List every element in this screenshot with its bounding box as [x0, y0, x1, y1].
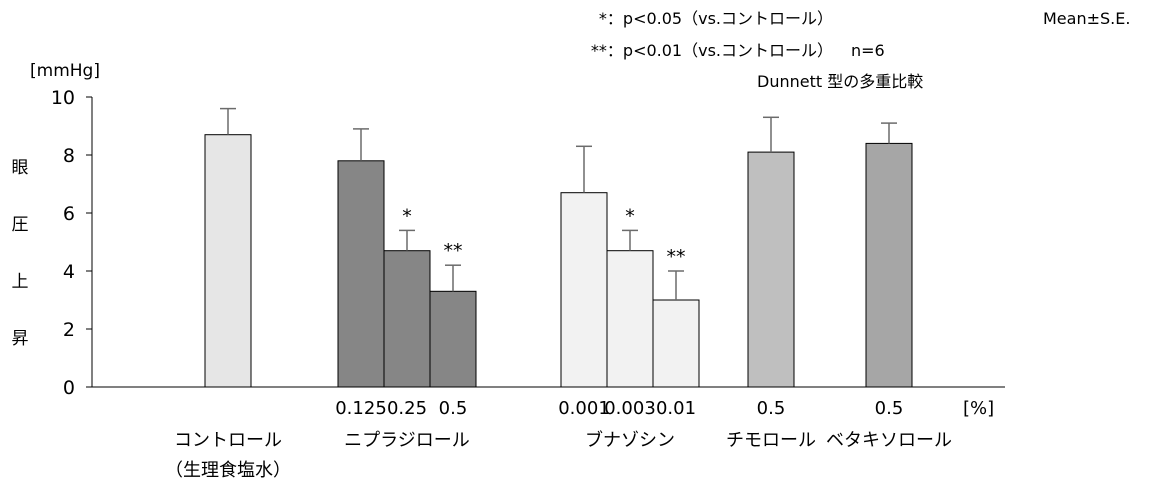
y-tick-label: 4	[63, 261, 75, 283]
sample-size-note: n=6	[851, 41, 885, 60]
y-axis-unit: [mmHg]	[30, 61, 100, 81]
category-label: チモロール	[726, 430, 816, 451]
concentration-label: 0.5	[757, 398, 786, 419]
concentration-label: 0.125	[335, 398, 387, 419]
bar	[606, 250, 654, 388]
concentration-label: 0.5	[439, 398, 468, 419]
legend-notes: *：p<0.05（vs.コントロール） Mean±S.E. **：p<0.01（…	[591, 9, 1131, 91]
y-axis-label-char: 昇	[12, 329, 29, 349]
bar	[560, 192, 608, 388]
bar	[747, 151, 795, 388]
category-label: ブナゾシン	[585, 429, 675, 451]
bar	[204, 134, 252, 388]
y-axis-label-char: 眼	[12, 158, 29, 178]
significance-mark: **	[667, 246, 686, 268]
concentration-label: 0.5	[875, 398, 904, 419]
bar	[652, 299, 700, 388]
y-tick-label: 8	[63, 145, 75, 167]
y-tick-label: 2	[63, 319, 75, 341]
y-axis-label-char: 上	[12, 272, 29, 292]
significance-mark: *	[625, 205, 635, 227]
significance-mark: **	[444, 240, 463, 262]
concentration-label: 0.001	[558, 398, 610, 419]
bar	[865, 142, 913, 388]
category-label: ベタキソロール	[826, 430, 952, 451]
y-tick-label: 10	[51, 87, 75, 109]
test-method-note: Dunnett 型の多重比較	[757, 72, 923, 91]
bar	[337, 160, 385, 388]
bar	[383, 250, 431, 388]
y-axis-label-char: 圧	[12, 215, 29, 235]
mean-se-note: Mean±S.E.	[1043, 9, 1130, 28]
significance-mark: *	[402, 205, 412, 227]
concentration-label: 0.003	[604, 398, 656, 419]
x-axis-unit: [%]	[963, 398, 994, 419]
y-tick-label: 0	[63, 377, 75, 399]
y-tick-label: 6	[63, 203, 75, 225]
category-label: コントロール	[174, 430, 282, 451]
concentration-label: 0.01	[656, 398, 696, 419]
significance-note-2: **：p<0.01（vs.コントロール）	[591, 41, 833, 60]
concentration-label: 0.25	[387, 398, 427, 419]
significance-note-1: *：p<0.05（vs.コントロール）	[599, 9, 833, 28]
bar	[429, 290, 477, 388]
category-sublabel: （生理食塩水）	[165, 460, 291, 481]
category-label: ニプラジロール	[344, 430, 470, 451]
